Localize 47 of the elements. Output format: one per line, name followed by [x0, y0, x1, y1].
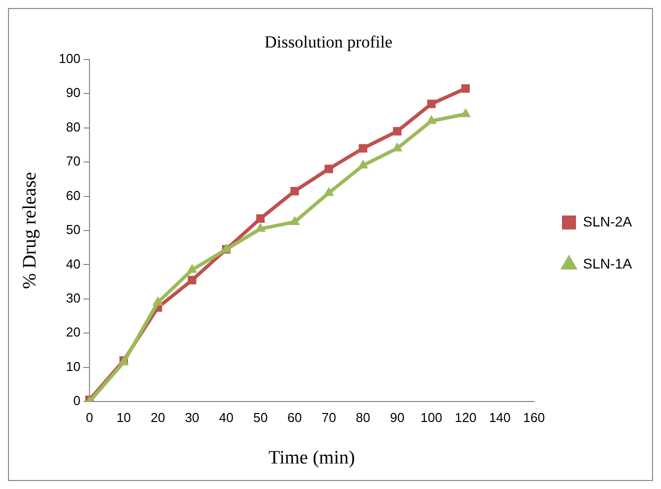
point — [290, 186, 299, 196]
chart-title: Dissolution profile — [264, 32, 392, 52]
x-tick-label: 70 — [322, 410, 336, 425]
x-tick-label: 80 — [356, 410, 370, 425]
y-axis-title: % Drug release — [19, 172, 40, 290]
point — [255, 222, 266, 232]
x-tick-label: 10 — [116, 410, 131, 425]
point — [188, 276, 196, 284]
point — [358, 159, 368, 168]
point — [186, 264, 198, 273]
y-tick-label: 50 — [66, 222, 80, 238]
point — [426, 114, 437, 124]
y-tick-label: 40 — [66, 256, 80, 272]
y-tick-label: 30 — [66, 290, 80, 306]
point — [392, 142, 402, 152]
point — [461, 84, 470, 93]
y-tick-label: 90 — [66, 85, 80, 100]
y-tick-label: 10 — [66, 358, 80, 374]
point — [427, 100, 436, 108]
x-axis-title: Time (min) — [268, 448, 355, 469]
y-tick-label: 0 — [73, 393, 80, 408]
x-tick-label: 60 — [287, 410, 302, 425]
point — [392, 127, 402, 136]
x-tick-label: 120 — [454, 410, 476, 425]
x-tick-label: 30 — [184, 410, 200, 425]
point — [358, 144, 368, 153]
x-tick-label: 100 — [420, 410, 442, 425]
x-tick-label: 50 — [253, 410, 268, 425]
x-tick-label: 160 — [523, 410, 545, 425]
y-tick-label: 70 — [66, 154, 80, 169]
point — [152, 296, 164, 306]
y-tick-label: 60 — [66, 188, 80, 203]
point — [289, 216, 300, 225]
legend-label: SLN-1A — [582, 255, 633, 272]
x-tick-label: 40 — [219, 410, 234, 425]
x-tick-label: 0 — [86, 410, 94, 425]
x-tick-label: 20 — [150, 410, 166, 425]
point — [324, 186, 334, 196]
y-tick-label: 100 — [58, 50, 80, 66]
point — [256, 214, 265, 223]
point — [324, 164, 334, 174]
x-tick-label: 90 — [390, 410, 404, 425]
y-tick-label: 80 — [66, 119, 80, 134]
x-tick-label: 140 — [488, 410, 511, 425]
y-tick-label: 20 — [66, 324, 80, 340]
legend-label: SLN-2A — [582, 213, 633, 230]
point — [460, 108, 471, 118]
